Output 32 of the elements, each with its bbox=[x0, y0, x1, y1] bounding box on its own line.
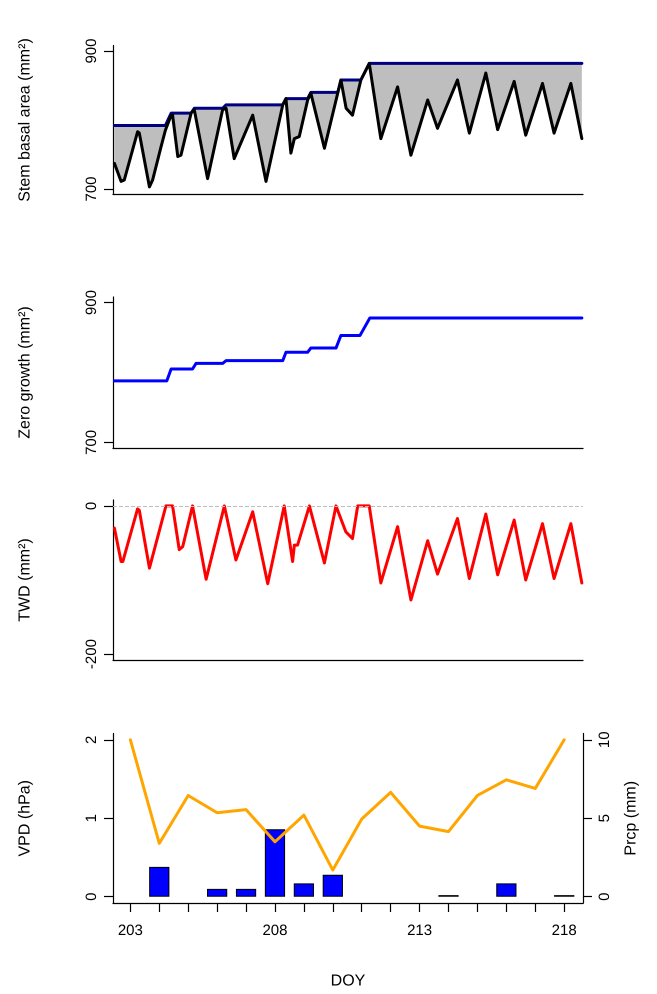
x-tick-label: 203 bbox=[118, 922, 143, 939]
y2-tick-label: 10 bbox=[596, 731, 613, 748]
bar bbox=[322, 874, 343, 897]
y2-tick-label: 5 bbox=[596, 814, 613, 822]
y-axis-title: TWD (mm²) bbox=[16, 538, 34, 622]
y-tick-label: 2 bbox=[83, 736, 100, 744]
x-tick-label: 213 bbox=[407, 922, 432, 939]
y-tick-label: 700 bbox=[83, 176, 100, 202]
y2-axis-title: Prcp (mm) bbox=[622, 780, 640, 856]
y-tick-label: 0 bbox=[83, 892, 100, 901]
y-axis-title: VPD (hPa) bbox=[16, 780, 34, 856]
bar bbox=[149, 866, 170, 897]
y-tick-label: 0 bbox=[83, 502, 100, 510]
y-axis-title: Zero growth (mm²) bbox=[16, 306, 34, 439]
y-axis-title: Stem basal area (mm²) bbox=[16, 38, 34, 202]
y2-tick-label: 0 bbox=[596, 892, 613, 901]
x-tick-label: 218 bbox=[552, 922, 577, 939]
y-tick-label: -200 bbox=[83, 639, 100, 670]
bar bbox=[207, 888, 228, 897]
y-tick-label: 900 bbox=[83, 38, 100, 64]
x-tick-label: 208 bbox=[262, 922, 288, 939]
bar bbox=[264, 829, 286, 897]
line-series bbox=[112, 504, 584, 602]
y-tick-label: 700 bbox=[83, 430, 100, 455]
bar bbox=[496, 883, 516, 897]
x-axis-title: DOY bbox=[330, 972, 366, 990]
y-tick-label: 1 bbox=[83, 814, 100, 822]
line-series bbox=[128, 738, 566, 872]
bar bbox=[294, 883, 314, 897]
y-tick-label: 900 bbox=[83, 290, 100, 316]
line-series bbox=[112, 316, 584, 382]
bar bbox=[236, 888, 256, 897]
